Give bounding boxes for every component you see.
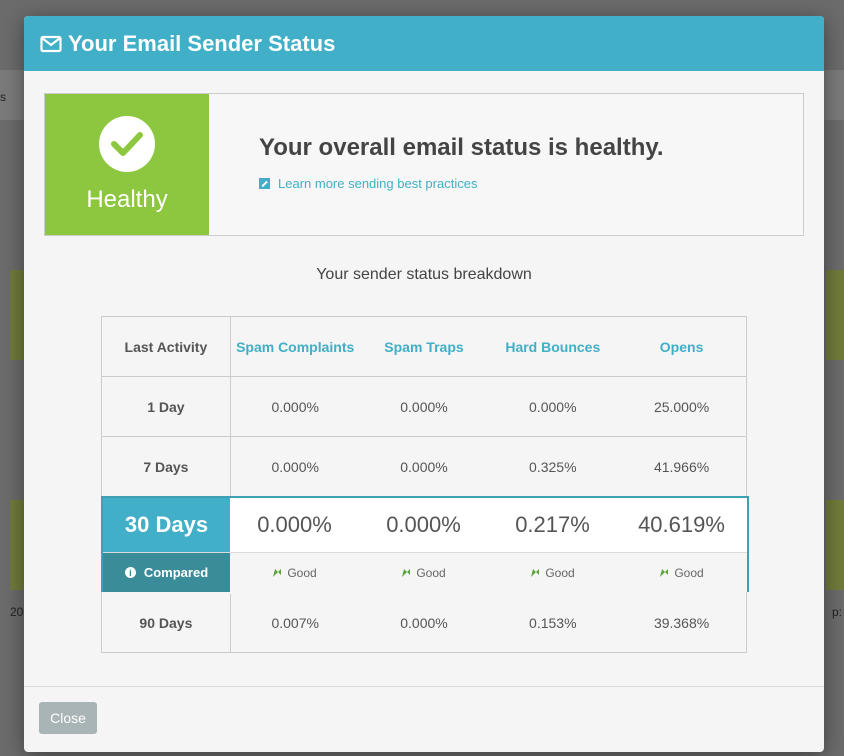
checkmark-icon [99, 115, 155, 172]
background-text: s [0, 90, 6, 104]
arrow-up-right-icon [531, 568, 540, 577]
rating-label: Good [545, 565, 575, 580]
rating-label: Good [287, 565, 317, 580]
spam-traps-value: 0.000% [400, 458, 448, 475]
status-label: Healthy [86, 185, 168, 213]
table-row: 90 Days 0.007% 0.000% 0.153% 39.368% [102, 594, 746, 652]
row-period: 1 Day [102, 377, 231, 436]
info-icon: i [124, 567, 136, 578]
spam-complaints-value: 0.007% [271, 615, 319, 631]
rating-good: Good [488, 553, 617, 592]
spam-complaints-value: 0.000% [271, 458, 319, 475]
envelope-icon [40, 35, 62, 52]
spam-traps-value: 0.000% [400, 398, 448, 415]
spam-traps-value: 0.000% [386, 512, 461, 537]
compared-label: Compared [143, 565, 209, 580]
status-summary: Healthy Your overall email status is hea… [44, 93, 804, 236]
sender-status-table: Last Activity Spam Complaints Spam Traps… [101, 316, 749, 653]
rating-good: Good [617, 553, 746, 592]
row-period: 30 Days [103, 498, 230, 552]
arrow-up-right-icon [402, 568, 411, 577]
background-card [826, 270, 844, 360]
arrow-up-right-icon [660, 568, 669, 577]
modal-footer: Close [24, 686, 824, 752]
table-header-row: Last Activity Spam Complaints Spam Traps… [102, 317, 746, 377]
header-spam-traps[interactable]: Spam Traps [384, 338, 464, 355]
spam-traps-value: 0.000% [400, 615, 448, 631]
compared-button[interactable]: i Compared [103, 553, 230, 592]
background-text: p: [831, 605, 842, 619]
close-button[interactable]: Close [39, 702, 97, 734]
rating-good: Good [230, 553, 359, 592]
hard-bounces-value: 0.000% [529, 398, 577, 415]
external-link-icon [259, 178, 270, 189]
rating-label: Good [416, 565, 446, 580]
rating-good: Good [359, 553, 488, 592]
background-card [826, 500, 844, 590]
opens-value: 25.000% [653, 398, 710, 415]
rating-label: Good [674, 565, 704, 580]
opens-value: 40.619% [638, 512, 725, 537]
table-row: 1 Day 0.000% 0.000% 0.000% 25.000% [102, 377, 746, 437]
hard-bounces-value: 0.217% [515, 512, 590, 537]
spam-complaints-value: 0.000% [271, 398, 319, 415]
table-row-highlighted: 30 Days 0.000% 0.000% 0.217% 40.619% i C… [101, 496, 749, 592]
breakdown-title: Your sender status breakdown [316, 266, 532, 283]
background-card [10, 500, 28, 590]
status-headline: Your overall email status is healthy. [259, 134, 664, 161]
header-spam-complaints[interactable]: Spam Complaints [236, 338, 355, 355]
row-period: 90 Days [102, 594, 231, 652]
spam-complaints-value: 0.000% [257, 512, 332, 537]
header-opens[interactable]: Opens [659, 338, 704, 355]
best-practices-link-label: Learn more sending best practices [278, 176, 478, 191]
opens-value: 39.368% [653, 615, 710, 631]
background-card [10, 270, 28, 360]
header-last-activity: Last Activity [102, 317, 231, 376]
status-text: Your overall email status is healthy. Le… [209, 94, 664, 235]
row-period: 7 Days [102, 437, 231, 496]
sender-status-modal: Your Email Sender Status Healthy Your ov… [24, 16, 824, 752]
hard-bounces-value: 0.325% [529, 458, 577, 475]
hard-bounces-value: 0.153% [529, 615, 577, 631]
background-text: 20 [10, 605, 24, 619]
status-badge: Healthy [45, 94, 209, 235]
arrow-up-right-icon [273, 568, 282, 577]
modal-title: Your Email Sender Status [68, 30, 336, 56]
header-hard-bounces[interactable]: Hard Bounces [505, 338, 601, 355]
modal-header: Your Email Sender Status [24, 16, 824, 71]
best-practices-link[interactable]: Learn more sending best practices [259, 176, 664, 191]
table-row: 7 Days 0.000% 0.000% 0.325% 41.966% [102, 437, 746, 497]
opens-value: 41.966% [653, 458, 710, 475]
